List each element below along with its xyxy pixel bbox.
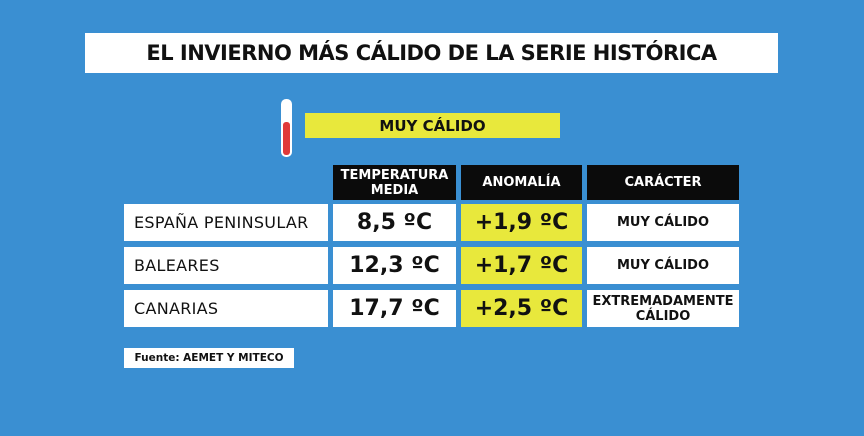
- column-header: CARÁCTER: [587, 165, 739, 200]
- temperature-cell: 12,3 ºC: [333, 247, 456, 284]
- anomaly-cell: +1,9 ºC: [461, 204, 582, 241]
- column-header: TEMPERATURA MEDIA: [333, 165, 456, 200]
- character-cell: EXTREMADAMENTE CÁLIDO: [587, 290, 739, 327]
- character-cell: MUY CÁLIDO: [587, 204, 739, 241]
- temperature-cell: 17,7 ºC: [333, 290, 456, 327]
- title: EL INVIERNO MÁS CÁLIDO DE LA SERIE HISTÓ…: [85, 33, 778, 73]
- row-label: ESPAÑA PENINSULAR: [124, 204, 328, 241]
- anomaly-cell: +2,5 ºC: [461, 290, 582, 327]
- legend-label: MUY CÁLIDO: [305, 113, 560, 138]
- source-note: Fuente: AEMET Y MITECO: [124, 348, 294, 368]
- row-label: BALEARES: [124, 247, 328, 284]
- anomaly-cell: +1,7 ºC: [461, 247, 582, 284]
- row-label: CANARIAS: [124, 290, 328, 327]
- temperature-cell: 8,5 ºC: [333, 204, 456, 241]
- character-cell: MUY CÁLIDO: [587, 247, 739, 284]
- thermometer-icon: [281, 99, 292, 157]
- column-header: ANOMALÍA: [461, 165, 582, 200]
